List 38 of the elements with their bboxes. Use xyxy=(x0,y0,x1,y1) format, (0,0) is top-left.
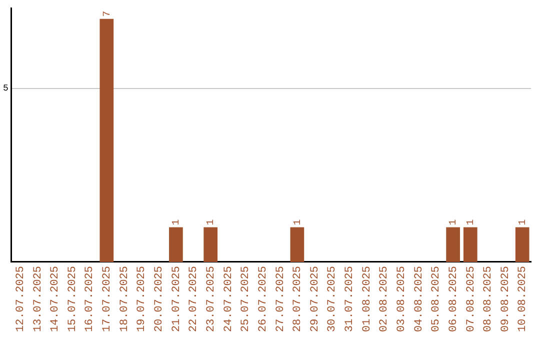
x-tick-label: 06.08.2025 xyxy=(448,266,460,332)
x-tick-label: 15.07.2025 xyxy=(66,266,79,332)
x-tick-label: 28.07.2025 xyxy=(292,266,304,332)
x-tick-label: 30.07.2025 xyxy=(326,266,339,332)
x-tick-label: 29.07.2025 xyxy=(309,266,322,332)
data-label: 1 xyxy=(466,219,478,226)
data-label: 1 xyxy=(172,219,183,226)
x-tick-label: 12.07.2025 xyxy=(14,266,27,332)
x-tick-label: 13.07.2025 xyxy=(32,266,44,332)
x-tick-label: 25.07.2025 xyxy=(240,266,252,332)
x-tick-label: 03.08.2025 xyxy=(396,266,408,332)
x-tick-label: 17.07.2025 xyxy=(102,266,114,332)
x-tick-label: 08.08.2025 xyxy=(482,266,495,332)
x-tick-label: 04.08.2025 xyxy=(413,266,426,332)
data-label: 1 xyxy=(448,219,460,226)
data-label: 1 xyxy=(518,219,529,226)
x-tick-label: 26.07.2025 xyxy=(257,266,270,332)
x-tick-label: 21.07.2025 xyxy=(170,266,183,332)
x-tick-label: 16.07.2025 xyxy=(84,266,96,332)
y-tick-label: 5 xyxy=(2,84,8,94)
x-tick-label: 22.07.2025 xyxy=(188,266,200,332)
x-tick-label: 24.07.2025 xyxy=(222,266,235,332)
x-tick-label: 19.07.2025 xyxy=(136,266,148,332)
x-tick-label: 18.07.2025 xyxy=(118,266,131,332)
x-tick-label: 31.07.2025 xyxy=(344,266,356,332)
data-label: 1 xyxy=(206,219,218,226)
x-tick-label: 23.07.2025 xyxy=(205,266,218,332)
x-tick-label: 14.07.2025 xyxy=(50,266,62,332)
x-tick-label: 27.07.2025 xyxy=(274,266,287,332)
data-label: 1 xyxy=(292,219,304,226)
x-tick-label: 09.08.2025 xyxy=(500,266,512,332)
data-label: 7 xyxy=(102,10,114,17)
x-tick-label: 05.08.2025 xyxy=(430,266,443,332)
x-tick-label: 10.08.2025 xyxy=(517,266,530,332)
x-tick-label: 07.08.2025 xyxy=(465,266,478,332)
x-tick-label: 20.07.2025 xyxy=(154,266,166,332)
x-tick-label: 02.08.2025 xyxy=(378,266,391,332)
x-tick-label: 01.08.2025 xyxy=(361,266,374,332)
